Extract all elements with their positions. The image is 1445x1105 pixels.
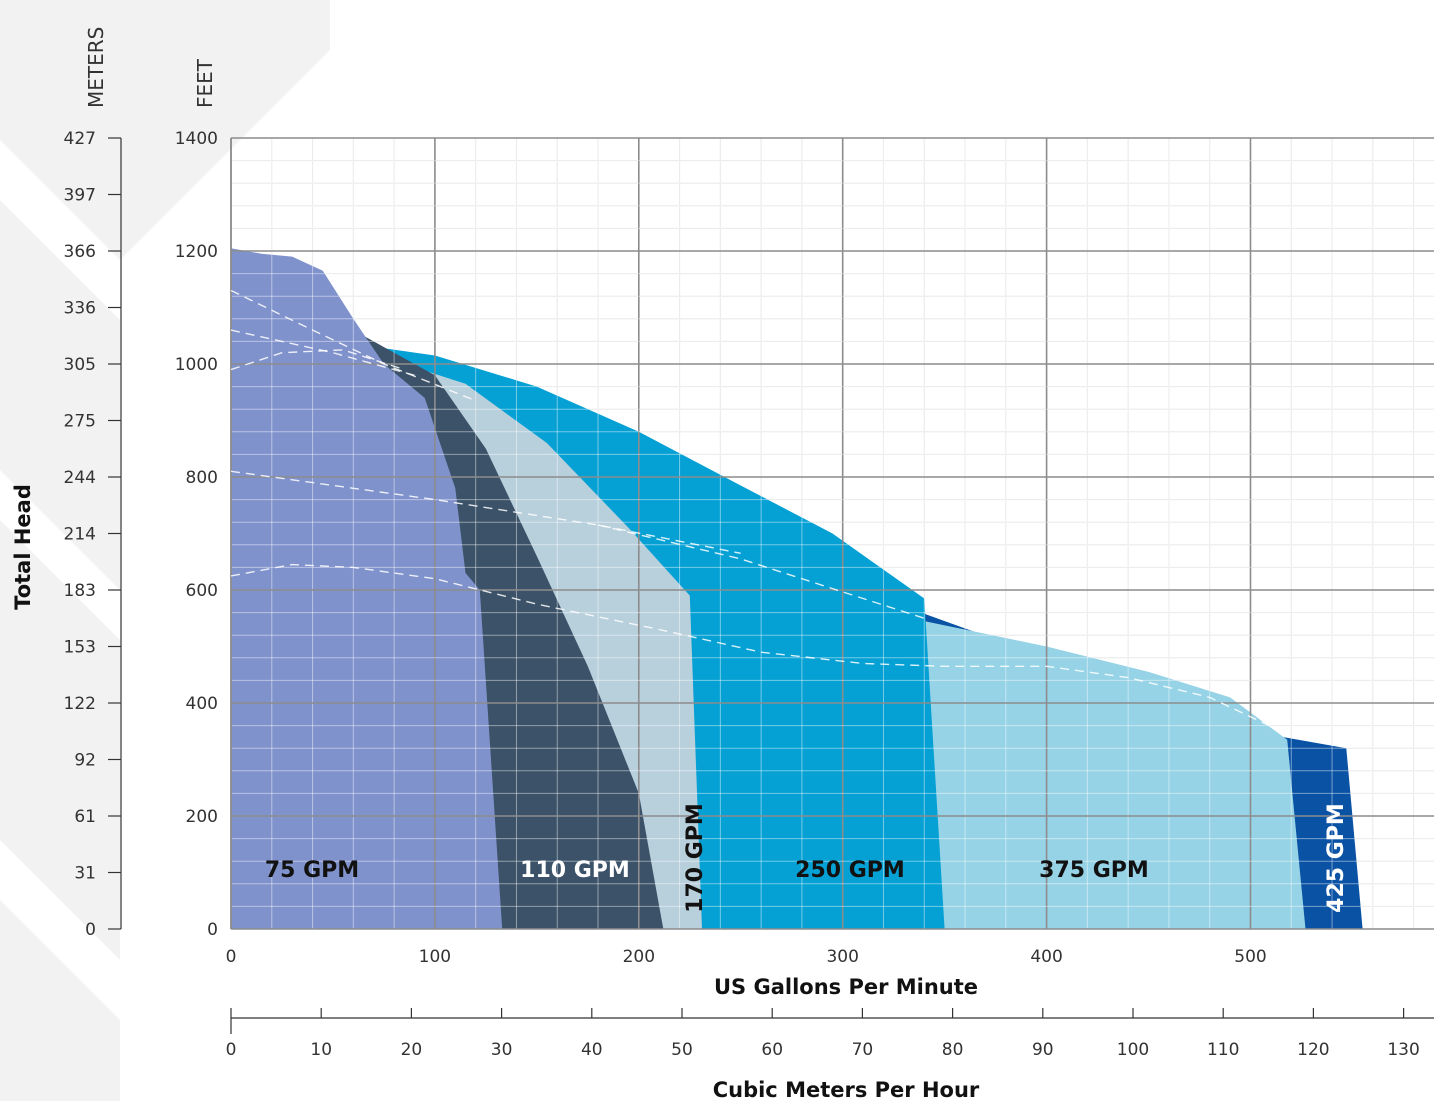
cmh-tick-label: 130 (1387, 1040, 1419, 1060)
efficiency-curve (230, 563, 1282, 732)
meters-tick-label: 0 (85, 920, 96, 940)
feet-tick-label: 0 (207, 920, 218, 940)
background-chevron (0, 0, 330, 260)
meters-tick-label: 183 (64, 581, 96, 601)
efficiency-curve (230, 470, 741, 554)
efficiency-curve (230, 329, 415, 376)
cmh-tick-label: 90 (1032, 1040, 1054, 1060)
meters-tick-label: 31 (74, 864, 96, 884)
series-label-110-gpm: 110 GPM (520, 858, 630, 883)
meters-tick-label: 122 (64, 694, 96, 714)
meters-tick-label: 92 (74, 751, 96, 771)
background-chevron (0, 520, 120, 960)
axes: 0 31 61 92 122 153 183 214 244 275 305 336 366 397 427… (64, 129, 1434, 1060)
cmh-tick-label: 120 (1297, 1040, 1329, 1060)
meters-tick-label: 61 (74, 807, 96, 827)
efficiency-curve (597, 524, 925, 619)
feet-tick-label: 400 (186, 694, 218, 714)
meters-tick-label: 305 (64, 355, 96, 375)
cmh-tick-label: 50 (671, 1040, 693, 1060)
meters-unit-label: METERS (84, 27, 108, 108)
cmh-tick-label: 30 (491, 1040, 513, 1060)
gpm-tick-label: 0 (226, 947, 237, 967)
meters-tick-label: 275 (64, 412, 96, 432)
feet-unit-label: FEET (193, 58, 217, 108)
gpm-tick-label: 300 (826, 947, 858, 967)
cmh-tick-label: 60 (761, 1040, 783, 1060)
background-chevron (0, 200, 120, 590)
feet-tick-label: 200 (186, 807, 218, 827)
feet-tick-label: 1400 (175, 129, 218, 149)
series-label-250-gpm: 250 GPM (795, 858, 905, 883)
meters-tick-label: 397 (64, 186, 96, 206)
cmh-tick-label: 10 (310, 1040, 332, 1060)
cmh-tick-label: 80 (942, 1040, 964, 1060)
meters-tick-label: 244 (64, 468, 96, 488)
feet-tick-label: 1000 (175, 355, 218, 375)
meters-tick-label: 336 (64, 299, 96, 319)
major-grid (230, 137, 1434, 930)
cmh-tick-label: 70 (852, 1040, 874, 1060)
meters-tick-label: 153 (64, 638, 96, 658)
gpm-tick-label: 500 (1234, 947, 1266, 967)
series-areas (231, 248, 1363, 929)
series-label-170-gpm: 170 GPM (683, 803, 708, 913)
efficiency-curves (230, 289, 1282, 732)
feet-tick-label: 1200 (175, 242, 218, 262)
gpm-tick-label: 400 (1030, 947, 1062, 967)
y-axis-title: Total Head (11, 484, 35, 610)
gpm-tick-label: 100 (419, 947, 451, 967)
x2-axis-title: Cubic Meters Per Hour (713, 1078, 980, 1101)
cmh-tick-label: 20 (401, 1040, 423, 1060)
meters-tick-label: 427 (64, 129, 96, 149)
meters-tick-label: 366 (64, 242, 96, 262)
cmh-tick-label: 0 (226, 1040, 237, 1060)
background-chevron (0, 900, 120, 1101)
series-label-75-gpm: 75 GPM (265, 858, 359, 883)
background-decoration (0, 0, 330, 1101)
series-label-375-gpm: 375 GPM (1039, 858, 1149, 883)
cmh-tick-label: 40 (581, 1040, 603, 1060)
series-labels: 425 GPM 375 GPM 250 GPM 170 GPM 110 GPM 75 GP… (265, 803, 1349, 913)
feet-tick-label: 600 (186, 581, 218, 601)
series-label-425-gpm: 425 GPM (1324, 803, 1349, 913)
meters-tick-label: 214 (64, 525, 96, 545)
efficiency-curve (230, 289, 476, 402)
cmh-tick-label: 100 (1117, 1040, 1149, 1060)
feet-tick-label: 800 (186, 468, 218, 488)
cmh-tick-label: 110 (1207, 1040, 1239, 1060)
x-axis-title: US Gallons Per Minute (714, 975, 978, 999)
gpm-tick-label: 200 (623, 947, 655, 967)
